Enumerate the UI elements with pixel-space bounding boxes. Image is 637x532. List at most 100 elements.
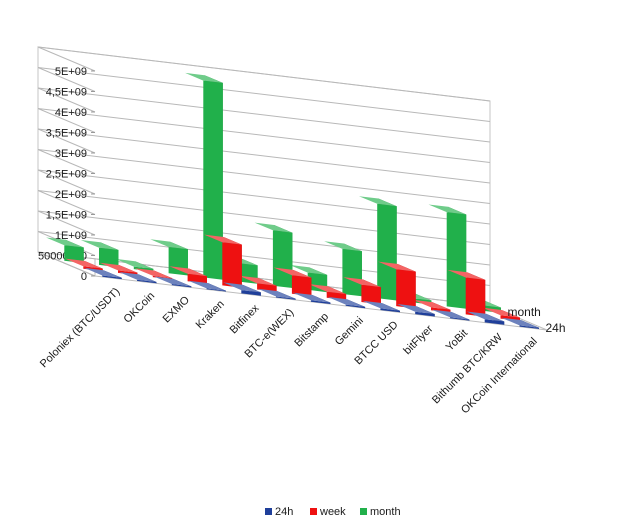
bar-top — [359, 196, 397, 207]
bar-top — [327, 296, 366, 307]
bar-24h-5 — [223, 282, 261, 296]
gridline — [37, 67, 491, 122]
bar-front — [310, 300, 331, 304]
bar-front — [484, 319, 505, 325]
legend-item-24h: 24h — [265, 506, 293, 518]
bar-top — [431, 309, 470, 320]
bar-front — [291, 275, 312, 296]
bar-top — [99, 262, 138, 273]
bar-week-4 — [169, 266, 207, 284]
gridline — [37, 251, 491, 307]
y-tick-label: 1E+09 — [55, 230, 87, 242]
bar-front — [446, 212, 467, 309]
bars — [46, 72, 539, 329]
bar-top — [466, 311, 505, 322]
y-tick-label: 4,5E+09 — [46, 87, 87, 99]
bar-24h-9 — [362, 300, 400, 313]
legend-swatch — [360, 508, 367, 515]
depth-tick-label: 24h — [546, 321, 566, 335]
legend-label: 24h — [275, 506, 293, 518]
bar-top — [412, 299, 451, 310]
bar-top — [428, 204, 467, 215]
bar-top — [292, 292, 331, 303]
bar-top — [289, 264, 328, 275]
bar-top — [169, 266, 207, 277]
bar-24h-12 — [466, 311, 505, 325]
gridline — [37, 46, 491, 102]
bar-front — [99, 247, 119, 268]
bar-front — [342, 248, 362, 297]
bar-top — [84, 267, 122, 278]
y-tick-label: 2E+09 — [55, 189, 87, 201]
bar-month-1 — [46, 237, 84, 264]
gridline — [37, 87, 491, 143]
bar-top — [273, 267, 312, 278]
bar-top — [308, 284, 347, 294]
bar-front — [64, 245, 84, 264]
bar-24h-6 — [257, 288, 296, 300]
bar-top — [223, 282, 261, 293]
bar-front — [380, 308, 400, 313]
x-tick-label: OKCoin International — [459, 336, 540, 417]
bar-month-9 — [324, 241, 362, 297]
x-tick-label: Bithumb BTC/KRW — [430, 331, 505, 406]
bar-top — [80, 240, 119, 250]
legend-label: month — [370, 506, 401, 518]
legend-label: week — [319, 506, 346, 518]
bar-front — [272, 230, 293, 288]
bar-top — [65, 258, 103, 269]
bar-week-9 — [343, 277, 381, 305]
x-tick-label: Kraken — [194, 298, 227, 331]
bar-front — [102, 275, 122, 280]
bar-month-10 — [359, 196, 397, 301]
bar-front — [222, 242, 242, 288]
bar-front — [465, 277, 486, 317]
bar-24h-13 — [501, 317, 539, 329]
bar-front — [361, 284, 381, 305]
bar-front — [450, 317, 470, 321]
bar-top — [257, 288, 296, 299]
y-tick-label: 4E+09 — [55, 107, 87, 119]
bar-top — [118, 272, 157, 282]
bar-24h-8 — [327, 296, 366, 309]
x-tick-label: Bitstamp — [292, 311, 331, 350]
bar-top — [185, 72, 223, 83]
bar-week-5 — [204, 234, 242, 288]
gridline — [37, 128, 491, 184]
bar-week-10 — [378, 261, 416, 309]
bar-week-7 — [273, 267, 312, 296]
bar-top — [254, 222, 293, 233]
bar-front — [241, 290, 261, 296]
bar-24h-7 — [292, 292, 331, 304]
bar-top — [238, 275, 277, 286]
bar-top — [324, 241, 362, 252]
legend: 24h week month — [265, 506, 401, 518]
y-tick-label: 3E+09 — [55, 148, 87, 160]
y-tick-label: 3,5E+09 — [46, 128, 87, 140]
bar-top — [397, 304, 435, 314]
gridline — [37, 169, 491, 225]
legend-swatch — [265, 508, 272, 515]
bar-top — [501, 317, 539, 328]
bar-top — [378, 261, 416, 272]
y-tick-label: 1,5E+09 — [46, 210, 87, 222]
bar-24h-4 — [188, 280, 226, 292]
bar-top — [204, 234, 242, 245]
bar-front — [345, 304, 366, 309]
bar-week-12 — [447, 269, 486, 317]
bar-month-12 — [428, 204, 467, 309]
bar-front — [396, 269, 416, 309]
y-tick-label: 0 — [81, 271, 87, 283]
gridline — [37, 149, 491, 204]
bar-front — [377, 203, 397, 301]
bar-week-8 — [308, 284, 347, 301]
bar-front — [519, 325, 539, 329]
bar-month-5 — [185, 72, 223, 280]
x-tick-label: EXMO — [161, 294, 193, 326]
bar-front — [206, 288, 226, 292]
bar-24h-11 — [431, 309, 470, 321]
bar-front — [415, 311, 435, 317]
bar-24h-1 — [84, 267, 122, 280]
